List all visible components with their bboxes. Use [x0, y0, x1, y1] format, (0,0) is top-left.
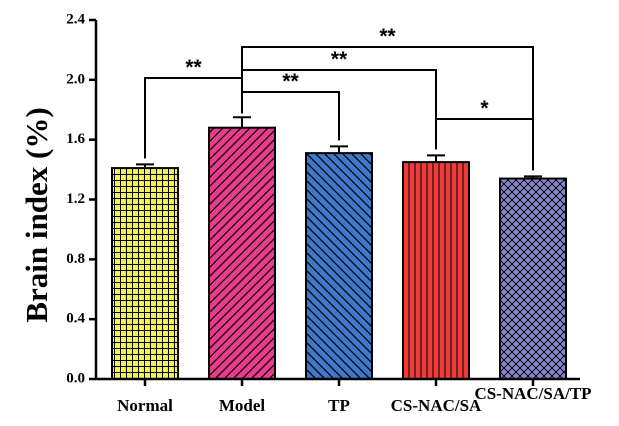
y-tick-label: 2.0	[66, 71, 85, 87]
x-tick-label: TP	[328, 396, 350, 415]
x-tick-label: CS-NAC/SA/TP	[474, 384, 591, 403]
significance-bracket	[241, 46, 534, 171]
bar-pattern	[209, 127, 275, 379]
bar-pattern	[306, 153, 372, 379]
y-tick-label: 1.6	[66, 131, 85, 147]
significance-label: **	[331, 48, 348, 71]
significance-label: **	[185, 56, 202, 79]
y-tick-label: 2.4	[66, 11, 85, 27]
y-tick-label: 0.0	[66, 370, 85, 386]
y-axis-ticks: 0.0 0.4 0.8 1.2 1.6 2.0 2.4	[66, 11, 96, 386]
x-tick-label: Normal	[117, 396, 173, 415]
bar-pattern	[500, 178, 566, 379]
significance-label: **	[379, 25, 396, 48]
y-tick-label: 0.4	[66, 311, 85, 327]
significance-bracket	[435, 118, 534, 171]
significance-label: *	[480, 97, 489, 120]
y-tick-label: 1.2	[66, 191, 85, 207]
significance-brackets: *********	[144, 25, 534, 171]
bar-pattern	[403, 162, 469, 379]
y-tick-label: 0.8	[66, 251, 85, 267]
y-axis-label: Brain index (%)	[19, 107, 54, 322]
significance-label: **	[282, 70, 299, 93]
y-axis-title: Brain index (%)	[19, 107, 54, 322]
bar-pattern	[112, 168, 178, 379]
bars	[111, 116, 567, 380]
x-tick-label: Model	[219, 396, 266, 415]
x-tick-label: CS-NAC/SA	[391, 396, 482, 415]
